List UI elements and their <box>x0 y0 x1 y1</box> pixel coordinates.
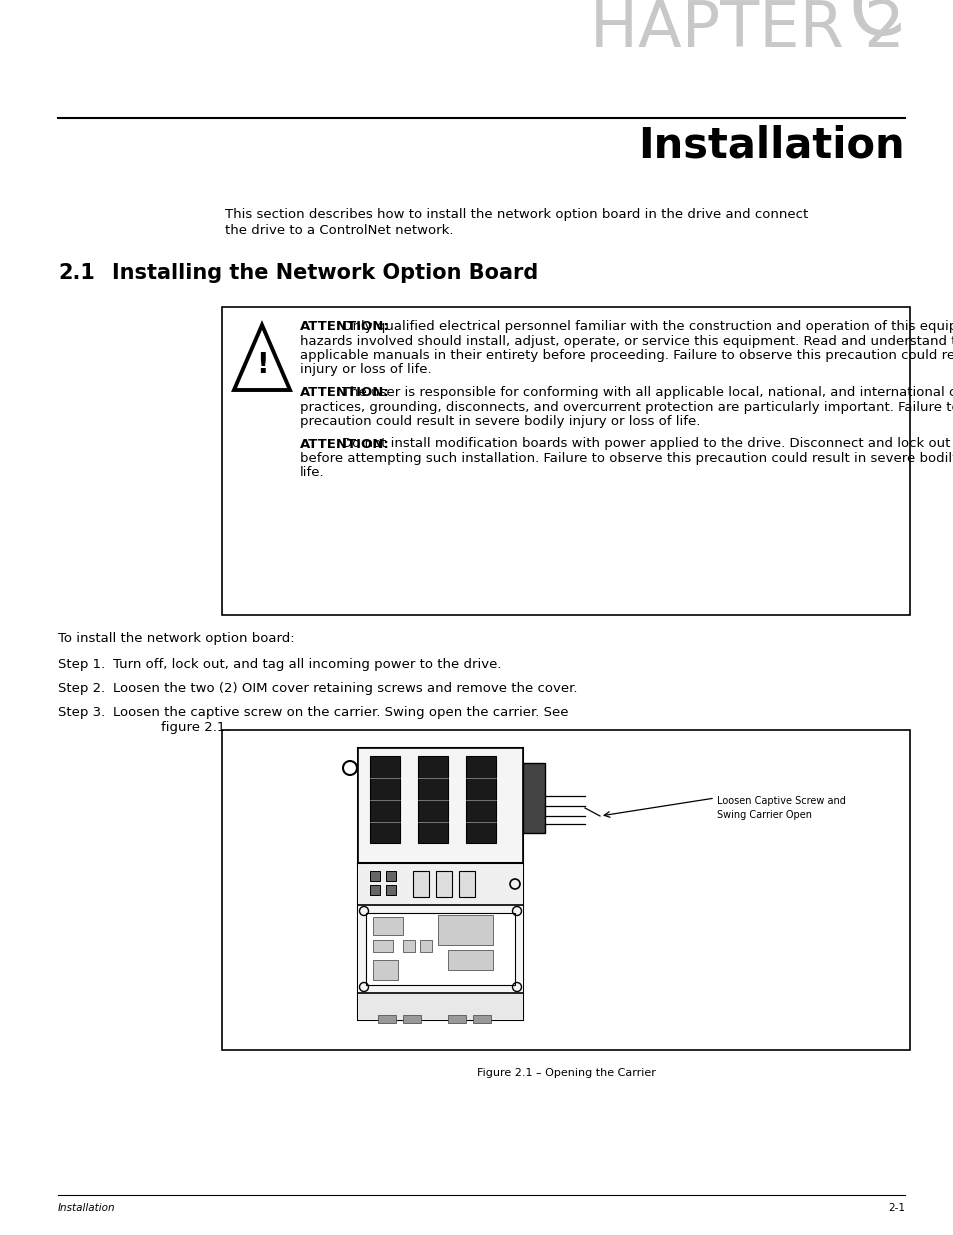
Text: figure 2.1.: figure 2.1. <box>161 721 230 734</box>
Bar <box>370 871 379 881</box>
Text: Installing the Network Option Board: Installing the Network Option Board <box>112 263 537 283</box>
Bar <box>370 756 399 844</box>
Bar <box>222 730 909 1050</box>
Text: !: ! <box>255 351 268 379</box>
Bar <box>465 756 496 844</box>
Bar <box>373 940 393 952</box>
Bar <box>357 863 522 905</box>
Bar <box>522 763 544 832</box>
Text: Loosen Captive Screw and
Swing Carrier Open: Loosen Captive Screw and Swing Carrier O… <box>717 797 845 820</box>
Text: Do not install modification boards with power applied to the drive. Disconnect a: Do not install modification boards with … <box>342 437 953 451</box>
Text: Loosen the two (2) OIM cover retaining screws and remove the cover.: Loosen the two (2) OIM cover retaining s… <box>112 682 577 695</box>
Text: The user is responsible for conforming with all applicable local, national, and : The user is responsible for conforming w… <box>342 387 953 399</box>
Text: precaution could result in severe bodily injury or loss of life.: precaution could result in severe bodily… <box>299 415 700 429</box>
Text: To install the network option board:: To install the network option board: <box>58 632 294 645</box>
Bar <box>386 871 395 881</box>
Text: life.: life. <box>299 467 324 479</box>
Bar <box>357 905 522 993</box>
Bar <box>366 913 515 986</box>
Text: hazards involved should install, adjust, operate, or service this equipment. Rea: hazards involved should install, adjust,… <box>299 335 953 347</box>
Polygon shape <box>233 325 290 390</box>
Bar <box>413 871 429 897</box>
Bar <box>402 940 415 952</box>
Text: Only qualified electrical personnel familiar with the construction and operation: Only qualified electrical personnel fami… <box>342 320 953 333</box>
Text: Loosen the captive screw on the carrier. Swing open the carrier. See: Loosen the captive screw on the carrier.… <box>112 706 568 719</box>
Bar <box>437 915 493 945</box>
Text: ATTENTION:: ATTENTION: <box>299 320 390 333</box>
Text: Figure 2.1 – Opening the Carrier: Figure 2.1 – Opening the Carrier <box>476 1068 655 1078</box>
Bar <box>357 993 522 1020</box>
Bar <box>370 885 379 895</box>
Text: Step 3.: Step 3. <box>58 706 105 719</box>
Bar <box>386 885 395 895</box>
Bar <box>373 918 402 935</box>
Text: practices, grounding, disconnects, and overcurrent protection are particularly i: practices, grounding, disconnects, and o… <box>299 400 953 414</box>
Bar <box>473 1015 491 1023</box>
Text: ATTENTION:: ATTENTION: <box>299 387 390 399</box>
Bar <box>417 756 448 844</box>
Text: applicable manuals in their entirety before proceeding. Failure to observe this : applicable manuals in their entirety bef… <box>299 350 953 362</box>
Text: This section describes how to install the network option board in the drive and : This section describes how to install th… <box>225 207 807 221</box>
Bar <box>448 950 493 969</box>
Text: the drive to a ControlNet network.: the drive to a ControlNet network. <box>225 224 453 237</box>
Text: 2-1: 2-1 <box>887 1203 904 1213</box>
Bar <box>436 871 452 897</box>
Text: before attempting such installation. Failure to observe this precaution could re: before attempting such installation. Fai… <box>299 452 953 466</box>
Text: Installation: Installation <box>58 1203 115 1213</box>
Text: Turn off, lock out, and tag all incoming power to the drive.: Turn off, lock out, and tag all incoming… <box>112 658 501 671</box>
Bar <box>377 1015 395 1023</box>
Text: 2.1: 2.1 <box>58 263 94 283</box>
Bar <box>402 1015 420 1023</box>
Text: Step 2.: Step 2. <box>58 682 105 695</box>
Text: Step 1.: Step 1. <box>58 658 105 671</box>
Text: injury or loss of life.: injury or loss of life. <box>299 363 431 377</box>
Bar <box>419 940 432 952</box>
Text: Installation: Installation <box>638 124 904 165</box>
Text: ATTENTION:: ATTENTION: <box>299 437 390 451</box>
Text: HAPTER 2: HAPTER 2 <box>590 0 904 61</box>
Bar <box>357 748 522 863</box>
Text: C: C <box>848 0 904 52</box>
Bar <box>222 308 909 615</box>
Bar <box>357 748 522 1020</box>
Bar <box>373 960 397 981</box>
Bar <box>458 871 475 897</box>
Bar <box>448 1015 465 1023</box>
